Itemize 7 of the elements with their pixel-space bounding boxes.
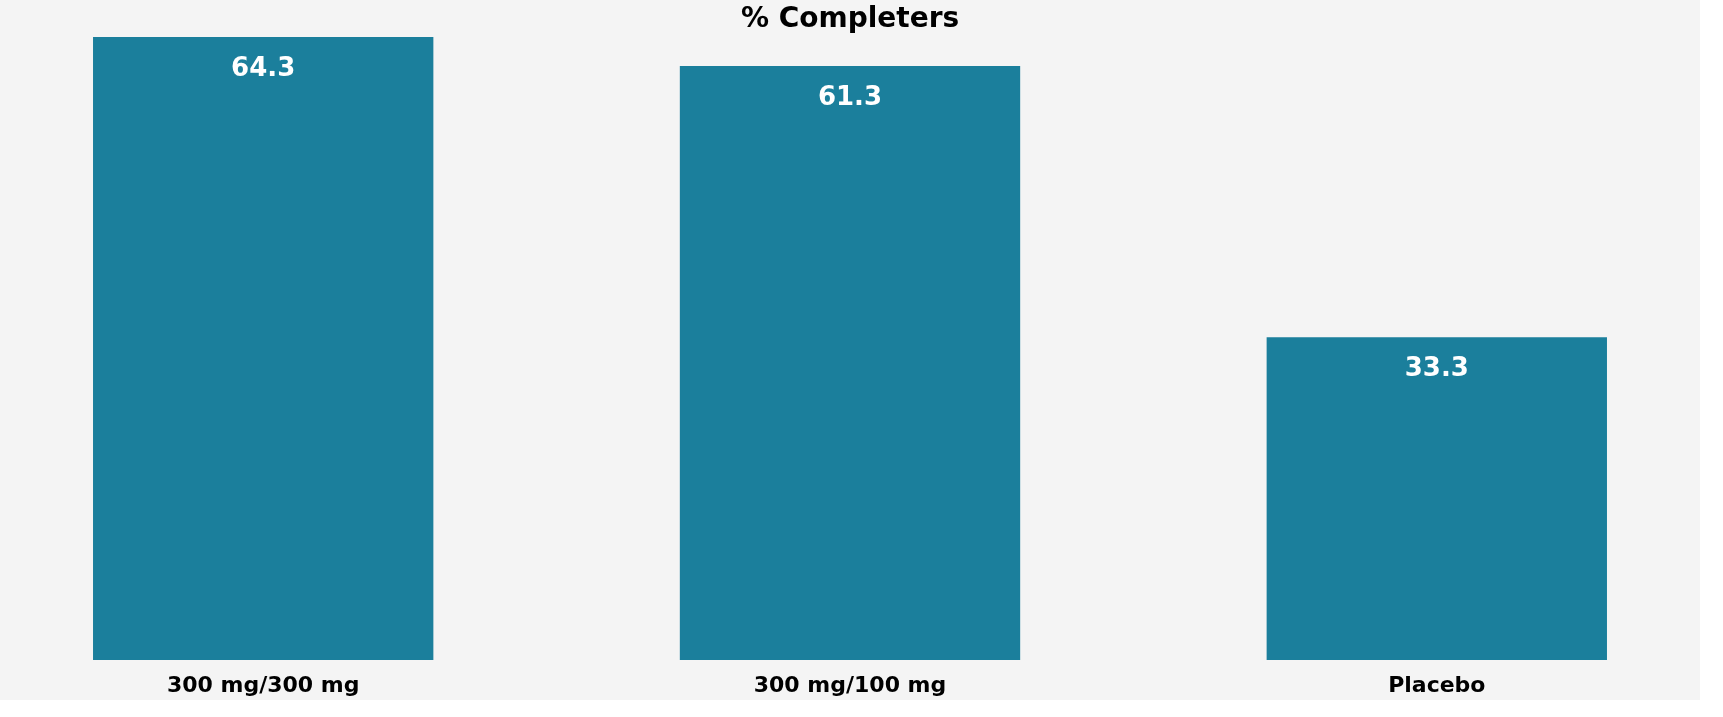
- x-tick-label: 300 mg/100 mg: [753, 671, 947, 697]
- data-label: 61.3: [817, 81, 883, 112]
- data-label: 33.3: [1404, 352, 1469, 383]
- data-label: 64.3: [231, 52, 296, 82]
- x-tick-label: 300 mg/300 mg: [166, 671, 360, 697]
- x-tick-label: Placebo: [1388, 671, 1486, 697]
- chart-title: % Completers: [740, 1, 960, 34]
